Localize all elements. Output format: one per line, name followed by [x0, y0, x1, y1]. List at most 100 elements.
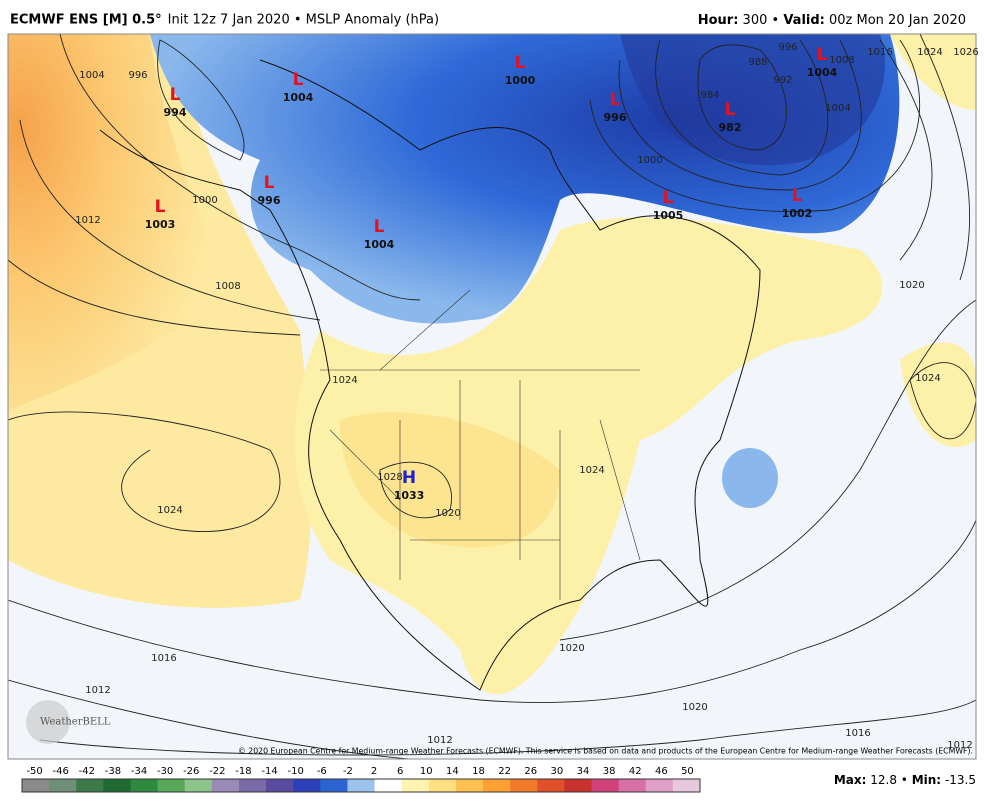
colorbar-tick-label: 46 [655, 766, 668, 777]
colorbar-swatch [591, 779, 620, 792]
model: ECMWF ENS [M] 0.5° [10, 13, 162, 28]
contour-label: 1024 [157, 505, 182, 516]
stat-label: Min: [912, 773, 941, 787]
center-value: 1000 [505, 74, 536, 87]
logo: WeatherBELL [40, 717, 111, 728]
colorbar-tick-label: 22 [498, 766, 511, 777]
contour-label: 1008 [215, 281, 240, 292]
colorbar-swatch [211, 779, 240, 792]
contour-label: 1016 [867, 47, 892, 58]
colorbar-tick-label: -14 [261, 766, 277, 777]
colorbar-tick-label: -42 [79, 766, 95, 777]
colorbar-tick-label: -10 [288, 766, 304, 777]
center-value: 994 [164, 106, 187, 119]
center-symbol: L [610, 90, 621, 110]
copyright: © 2020 European Centre for Medium-range … [238, 747, 973, 756]
separator: • [772, 13, 780, 28]
center-symbol: L [374, 217, 385, 237]
contour-label: 996 [128, 70, 147, 81]
center-symbol: L [817, 45, 828, 65]
colorbar-swatch [347, 779, 376, 792]
center-symbol: L [264, 173, 275, 193]
colorbar-tick-label: -6 [317, 766, 327, 777]
center-value: 1003 [145, 218, 176, 231]
center-value: 1004 [364, 238, 395, 251]
map-frame [7, 33, 977, 760]
colorbar-tick-label: -18 [235, 766, 251, 777]
colorbar-swatch [428, 779, 457, 792]
contour-label: 1012 [947, 740, 972, 751]
colorbar-swatch [564, 779, 593, 792]
map [8, 34, 976, 759]
colorbar-tick-label: 10 [420, 766, 433, 777]
contour-label: 1012 [427, 735, 452, 746]
colorbar-swatch [184, 779, 213, 792]
info: Init 12z 7 Jan 2020 • MSLP Anomaly (hPa) [168, 13, 439, 28]
contour-label: 1000 [192, 195, 217, 206]
colorbar-swatch [374, 779, 403, 792]
colorbar-swatch [537, 779, 565, 792]
stat-value: -13.5 [945, 773, 976, 787]
contour-label: 1012 [85, 685, 110, 696]
contour-label: 1004 [79, 70, 104, 81]
colorbar-swatch [49, 779, 77, 792]
contour-label: 1016 [845, 728, 870, 739]
colorbar-tick-label: 14 [446, 766, 459, 777]
stat-label: Max: [834, 773, 867, 787]
contour-label: 988 [748, 57, 767, 68]
hour: 300 [743, 13, 768, 28]
colorbar-swatch [455, 779, 484, 792]
colorbar-swatch [483, 779, 511, 792]
valid-line: Hour: 300 • Valid: 00z Mon 20 Jan 2020 [698, 13, 966, 28]
colorbar-tick-label: -50 [26, 766, 42, 777]
colorbar-tick-label: 30 [550, 766, 563, 777]
colorbar-swatch [510, 779, 538, 792]
center-value: 996 [604, 111, 627, 124]
colorbar-tick-label: -46 [52, 766, 68, 777]
contour-label: 1008 [829, 55, 854, 66]
valid: 00z Mon 20 Jan 2020 [829, 13, 966, 28]
contour-label: 1016 [151, 653, 176, 664]
colorbar-tick-label: 42 [629, 766, 642, 777]
colorbar-swatch [22, 779, 50, 792]
center-symbol: L [663, 188, 674, 208]
colorbar-swatch [76, 779, 104, 792]
contour-label: 1028 [377, 472, 402, 483]
contour-label: 996 [778, 42, 797, 53]
colorbar-tick-label: 50 [681, 766, 694, 777]
colorbar-swatch [672, 779, 701, 792]
colorbar-tick-label: -30 [157, 766, 173, 777]
center-value: 1004 [807, 66, 838, 79]
center-symbol: L [155, 197, 166, 217]
colorbar-tick-label: 34 [577, 766, 590, 777]
contour-label: 992 [773, 75, 792, 86]
colorbar-swatch [293, 779, 321, 792]
center-symbol: L [170, 85, 181, 105]
colorbar-swatch [645, 779, 674, 792]
colorbar-swatch [266, 779, 294, 792]
contour-label: 1004 [825, 103, 850, 114]
separator: • [901, 773, 908, 787]
colorbar-tick-label: 26 [524, 766, 537, 777]
center-value: 996 [258, 194, 281, 207]
colorbar-swatch [320, 779, 348, 792]
contour-label: 1020 [899, 280, 924, 291]
center-symbol: L [293, 70, 304, 90]
center-value: 1004 [283, 91, 314, 104]
colorbar-swatch [103, 779, 131, 792]
contour-label: 1020 [682, 702, 707, 713]
hour-label: Hour: [698, 13, 739, 28]
contour-label: 1012 [75, 215, 100, 226]
stat-value: 12.8 [870, 773, 897, 787]
colorbar-tick-label: 38 [603, 766, 616, 777]
center-value: 1002 [782, 207, 813, 220]
center-symbol: H [402, 468, 416, 488]
contour-label: 1026 [953, 47, 978, 58]
center-value: 1033 [394, 489, 425, 502]
contour-label: 1024 [917, 47, 942, 58]
colorbar-frame [21, 778, 701, 793]
colorbar-tick-label: 2 [371, 766, 377, 777]
colorbar-swatch [157, 779, 186, 792]
colorbar-tick-label: 6 [397, 766, 403, 777]
